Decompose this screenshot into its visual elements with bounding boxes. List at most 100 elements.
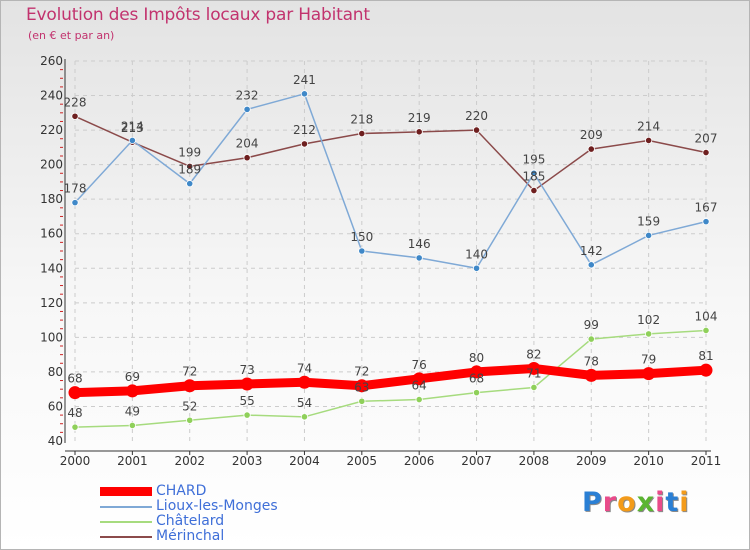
data-label-2: 99	[584, 318, 599, 332]
legend-label: Mérinchal	[156, 528, 225, 544]
legend-label: Châtelard	[156, 513, 225, 529]
x-tick-label: 2007	[461, 454, 492, 468]
x-tick-label: 2009	[576, 454, 607, 468]
series-point-2	[300, 413, 309, 421]
legend-swatch	[100, 487, 152, 496]
series-point-3	[645, 136, 653, 145]
series-point-2	[472, 389, 481, 397]
data-label-1: 232	[236, 88, 259, 102]
series-point-0	[470, 365, 484, 379]
logo-letter: x	[636, 487, 656, 518]
series-point-0	[527, 361, 541, 375]
data-label-3: 212	[293, 123, 316, 137]
data-label-0: 72	[354, 365, 369, 379]
data-label-3: 213	[121, 121, 144, 135]
legend-swatch	[100, 506, 152, 508]
logo-letter: t	[665, 487, 680, 518]
data-label-0: 82	[526, 347, 541, 361]
data-label-3: 199	[178, 145, 201, 159]
y-tick-label: 120	[40, 296, 63, 310]
data-label-3: 209	[580, 128, 603, 142]
series-point-1	[243, 105, 251, 113]
data-label-2: 104	[695, 309, 718, 323]
series-point-1	[358, 247, 366, 255]
series-point-2	[358, 397, 366, 405]
series-point-0	[584, 368, 598, 382]
data-label-2: 64	[412, 379, 427, 393]
series-point-0	[240, 377, 254, 391]
logo-letter: i	[655, 487, 666, 518]
series-point-2	[530, 383, 538, 392]
series-point-1	[645, 231, 653, 240]
series-point-2	[243, 411, 251, 419]
data-label-0: 68	[67, 372, 82, 386]
data-label-1: 150	[350, 230, 373, 244]
x-tick-label: 2000	[60, 454, 91, 468]
data-label-2: 102	[637, 313, 660, 327]
data-label-0: 69	[125, 370, 140, 384]
series-point-3	[358, 129, 366, 138]
data-label-0: 80	[469, 351, 484, 365]
series-point-1	[71, 199, 79, 207]
data-label-1: 146	[408, 237, 431, 251]
x-tick-label: 2008	[519, 454, 550, 468]
x-tick-label: 2011	[691, 454, 722, 468]
chart-subtitle: (en € et par an)	[28, 29, 115, 42]
series-point-3	[415, 128, 423, 136]
series-point-3	[472, 126, 481, 134]
x-tick-label: 2006	[404, 454, 435, 468]
data-label-2: 55	[239, 394, 254, 408]
x-tick-label: 2002	[174, 454, 205, 468]
x-tick-label: 2003	[232, 454, 263, 468]
series-point-0	[68, 386, 82, 400]
y-tick-label: 100	[40, 330, 63, 344]
data-label-2: 68	[469, 372, 484, 386]
series-point-2	[645, 330, 653, 338]
series-point-3	[702, 148, 710, 157]
data-label-0: 79	[641, 353, 656, 367]
series-line-2	[74, 329, 707, 428]
legend-label: Lioux-les-Monges	[156, 498, 278, 514]
series-point-2	[587, 335, 595, 343]
data-label-3: 207	[695, 132, 718, 146]
logo-letter: P	[582, 487, 603, 518]
data-label-1: 214	[121, 119, 144, 133]
legend-swatch	[100, 536, 152, 538]
y-tick-label: 60	[48, 399, 63, 413]
data-label-2: 54	[297, 396, 312, 410]
data-label-2: 49	[125, 404, 140, 418]
series-point-1	[472, 264, 481, 272]
x-tick-label: 2010	[633, 454, 664, 468]
data-label-3: 228	[64, 95, 87, 109]
y-tick-label: 240	[40, 89, 63, 103]
x-tick-label: 2001	[117, 454, 148, 468]
series-point-2	[128, 421, 136, 430]
data-label-0: 76	[412, 358, 427, 372]
legend-swatch	[100, 521, 152, 523]
data-label-1: 189	[178, 163, 201, 177]
series-point-2	[71, 423, 79, 431]
data-label-3: 218	[350, 113, 373, 127]
series-point-0	[355, 379, 369, 393]
series-point-0	[297, 375, 311, 389]
series-point-3	[243, 154, 251, 162]
y-tick-label: 200	[40, 158, 63, 172]
series-point-2	[702, 326, 710, 335]
series-point-1	[587, 261, 595, 269]
series-point-0	[183, 379, 197, 393]
data-label-3: 219	[408, 111, 431, 125]
series-point-1	[530, 169, 538, 177]
data-label-3: 204	[236, 137, 259, 151]
y-tick-label: 40	[48, 434, 63, 448]
legend-label: CHARD	[156, 483, 207, 499]
series-line-3	[74, 115, 707, 192]
series-point-3	[71, 112, 79, 120]
series-point-1	[415, 254, 423, 262]
data-label-1: 195	[522, 152, 545, 166]
x-tick-label: 2005	[347, 454, 378, 468]
y-tick-label: 220	[40, 123, 63, 137]
series-point-0	[699, 363, 713, 377]
data-label-2: 71	[526, 366, 541, 380]
y-tick-label: 160	[40, 227, 63, 241]
